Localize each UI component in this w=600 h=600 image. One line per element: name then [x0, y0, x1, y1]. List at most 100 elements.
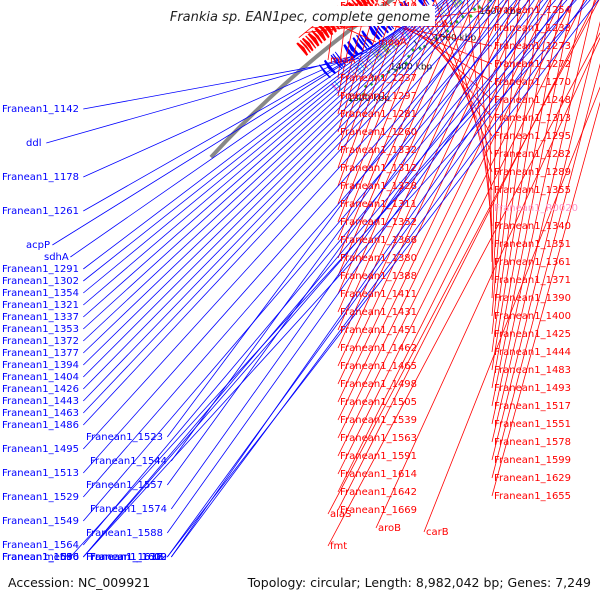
- leader-line: [166, 0, 496, 438]
- leader-line: [83, 0, 457, 366]
- gene-label-forward: Franean1_1425: [494, 329, 571, 340]
- leader-line: [491, 0, 552, 371]
- leader-line: [327, 32, 600, 547]
- leader-line: [491, 0, 510, 299]
- forward-gene: [299, 39, 311, 54]
- gene-label-forward: Franean1_1295: [494, 131, 571, 142]
- gene-label-forward: Franean1_1578: [494, 437, 571, 448]
- backbone-arc: [209, 0, 395, 159]
- gene-label-reverse: Franean1_1619: [90, 552, 167, 563]
- accession-text: Accession: NC_009921: [8, 575, 150, 590]
- gene-label-reverse: Franean1_1372: [2, 336, 79, 347]
- leader-line: [83, 21, 410, 270]
- forward-gene: [374, 0, 378, 2]
- leader-line: [70, 0, 577, 558]
- ruler-label: 1300 kbp: [348, 94, 391, 104]
- leader-line: [337, 0, 398, 169]
- gene-label-forward: Franean1_1599: [494, 455, 571, 466]
- leader-line: [337, 0, 417, 205]
- feature-block: [349, 67, 358, 78]
- gene-label-forward: Franean1_1366: [340, 235, 417, 246]
- leader-line: [83, 45, 376, 178]
- gc-dot: [406, 54, 411, 59]
- gene-label-forward: Franean1_1289: [494, 167, 571, 178]
- leader-line: [46, 51, 368, 144]
- gene-label-forward: Franean1_1483: [494, 365, 571, 376]
- gene-label-reverse: Franean1_1353: [2, 324, 79, 335]
- gc-dot: [434, 36, 439, 41]
- gc-dot: [404, 61, 409, 66]
- gene-label-reverse: Franean1_1549: [2, 516, 79, 527]
- leader-line: [170, 0, 509, 462]
- gene-label-reverse: Franean1_1321: [2, 300, 79, 311]
- backbone-circle: [209, 0, 395, 159]
- feature-block: [353, 65, 362, 75]
- gene-label-reverse: Franean1_1523: [86, 432, 163, 443]
- leader-line: [166, 0, 521, 486]
- gene-label-reverse: Franean1_1557: [86, 480, 163, 491]
- forward-gene: [318, 24, 330, 39]
- gc-dot: [477, 5, 482, 9]
- leader-line: [337, 0, 529, 403]
- gene-label-forward: Franean1_1551: [494, 419, 571, 430]
- gene-label-forward: Franean1_1332: [340, 145, 417, 156]
- leader-line: [70, 27, 401, 258]
- gene-label-reverse: Franean1_1142: [2, 104, 79, 115]
- gene-label-forward: Franean1_1462: [340, 343, 417, 354]
- gene-label-reverse: Franean1_1544: [90, 456, 167, 467]
- leader-line: [423, 86, 600, 533]
- leader-line: [491, 0, 499, 281]
- gene-label-forward: Franean1_1355: [494, 185, 571, 196]
- gene-label-reverse: Franean1_1337: [2, 312, 79, 323]
- gene-label-reverse: sdhA: [44, 252, 69, 263]
- gene-label-forward: Franean1_1237: [340, 73, 417, 84]
- leader-line: [337, 0, 585, 493]
- gene-label-reverse: Franean1_1394: [2, 360, 79, 371]
- reverse-gene: [356, 34, 368, 49]
- gene-label-forward: Franean1_1352: [340, 217, 417, 228]
- leader-line: [491, 63, 600, 479]
- leader-line: [82, 0, 544, 546]
- gene-labels: Franean1_1240Franean1_1254recAFranean1_1…: [2, 1, 578, 563]
- gene-label-reverse: Franean1_1261: [2, 206, 79, 217]
- leader-line: [83, 39, 385, 212]
- gene-label-reverse: Franean1_1291: [2, 264, 79, 275]
- leader-line: [83, 0, 505, 474]
- leader-line: [337, 0, 597, 511]
- leader-line: [166, 0, 600, 558]
- gene-label-forward: Franean1_1591: [340, 451, 417, 462]
- gene-label-forward: Franean1_1312: [340, 163, 417, 174]
- leader-line: [382, 0, 493, 101]
- gene-label-forward: Franean1_1388: [340, 271, 417, 282]
- gene-label-forward: miaA: [330, 55, 356, 66]
- forward-gene: [305, 35, 317, 49]
- leader-line: [83, 57, 360, 110]
- gene-label-forward: Franean1_1248: [494, 95, 571, 106]
- leader-line: [466, 0, 493, 227]
- reverse-gene: [358, 33, 370, 48]
- gene-label-reverse: metH: [44, 552, 71, 563]
- forward-gene: [301, 37, 314, 52]
- leader-line: [375, 36, 600, 529]
- label-leader-lines: [46, 0, 600, 558]
- gene-label-forward: Franean1_1539: [340, 415, 417, 426]
- forward-gene: [296, 42, 309, 56]
- reverse-gene: [368, 24, 381, 40]
- gene-label-reverse: Franean1_1602: [90, 552, 167, 563]
- leader-line: [83, 0, 462, 378]
- leader-line: [166, 0, 575, 558]
- gene-label-forward: Franean1_1328: [340, 181, 417, 192]
- gene-label-forward: Franean1_1380: [340, 253, 417, 264]
- forward-gene: [370, 0, 375, 5]
- forward-gene: [307, 32, 320, 47]
- genome-summary-text: Topology: circular; Length: 8,982,042 bp…: [247, 575, 591, 590]
- gene-label-reverse: Franean1_1463: [2, 408, 79, 419]
- reverse-gene: [352, 37, 365, 52]
- gene-label-forward: Franean1_1563: [340, 433, 417, 444]
- leader-line: [83, 0, 471, 402]
- leader-line: [491, 0, 531, 335]
- gene-label-forward: Franean1_1340: [494, 221, 571, 232]
- gene-label-forward: Franean1_1371: [494, 275, 571, 286]
- gene-label-forward: Franean1_1351: [494, 239, 571, 250]
- feature-block: [333, 80, 343, 91]
